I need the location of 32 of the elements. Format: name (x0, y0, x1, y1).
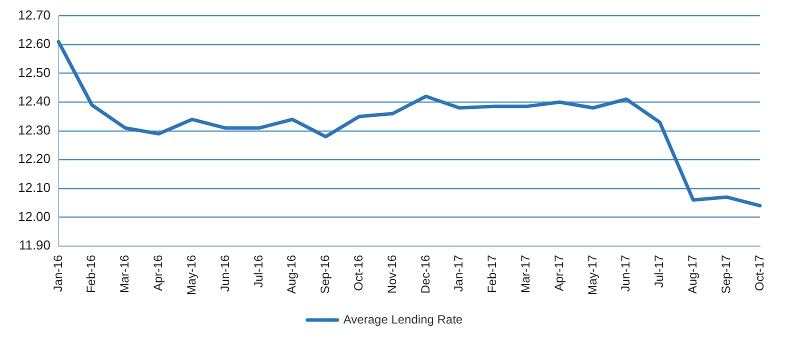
x-tick-label: Apr-17 (552, 254, 566, 292)
x-tick-label: Jun-17 (618, 254, 633, 292)
x-tick-label: Jul-16 (251, 254, 266, 288)
x-tick-label: Jun-16 (218, 254, 232, 292)
x-tick-label: Apr-16 (151, 254, 166, 292)
x-tick-label: May-17 (585, 254, 600, 295)
x-tick-label: Sep-16 (318, 254, 332, 294)
x-tick-label: Feb-16 (84, 254, 98, 294)
y-tick-label: 12.30 (18, 122, 51, 138)
legend-label: Average Lending Rate (343, 312, 463, 326)
x-tick-label: Jan-16 (50, 254, 65, 292)
x-tick-label: Mar-16 (118, 254, 132, 293)
x-tick-label: Nov-16 (384, 254, 399, 294)
y-tick-label: 12.00 (18, 208, 51, 224)
y-tick-label: 12.50 (18, 64, 51, 80)
y-tick-label: 12.70 (18, 7, 51, 22)
x-tick-label: May-16 (184, 254, 198, 295)
x-tick-label: Aug-17 (686, 254, 700, 294)
x-tick-label: Aug-16 (284, 254, 299, 294)
y-tick-label: 11.90 (18, 238, 51, 253)
x-tick-label: Jul-17 (652, 254, 666, 288)
y-tick-label: 12.20 (18, 151, 51, 166)
y-tick-label: 12.40 (18, 94, 51, 109)
x-tick-label: Oct-17 (752, 254, 766, 291)
x-tick-label: Feb-17 (485, 254, 500, 294)
y-tick-label: 12.10 (18, 180, 51, 196)
x-tick-label: Dec-16 (418, 254, 432, 294)
y-tick-label: 12.60 (18, 36, 51, 52)
x-tick-label: Oct-16 (351, 254, 366, 291)
x-tick-label: Sep-17 (718, 254, 733, 294)
x-tick-label: Jan-17 (452, 254, 466, 292)
x-tick-label: Mar-17 (518, 254, 532, 293)
